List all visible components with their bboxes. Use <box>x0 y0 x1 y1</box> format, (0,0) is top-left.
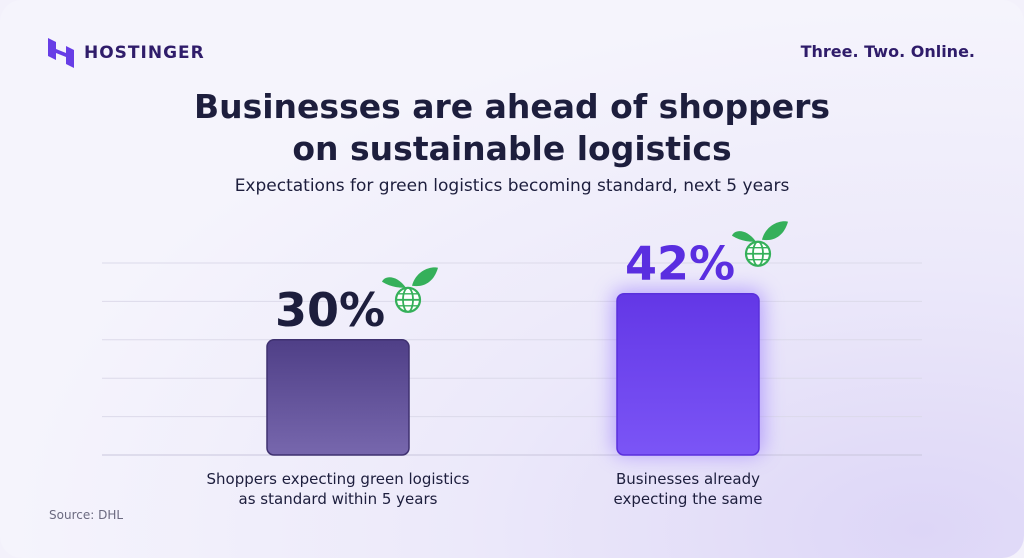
category-label: Businesses already <box>616 470 760 488</box>
source-note: Source: DHL <box>49 508 124 522</box>
brand-name: HOSTINGER <box>84 43 205 63</box>
bar <box>616 292 760 456</box>
chart-title-line-1: Businesses are ahead of shoppers <box>193 87 831 126</box>
chart-title-line-2: on sustainable logistics <box>292 129 732 168</box>
leaf-left <box>732 231 756 242</box>
brand-logo: HOSTINGER <box>48 38 205 68</box>
category-label: as standard within 5 years <box>239 490 438 508</box>
leaf-right <box>412 267 438 287</box>
chart-subtitle: Expectations for green logistics becomin… <box>234 176 790 196</box>
leaf-right <box>762 221 788 241</box>
value-label: 30% <box>275 283 385 337</box>
category-label: expecting the same <box>614 490 763 508</box>
bar <box>266 339 410 456</box>
category-label: Shoppers expecting green logistics <box>207 470 470 488</box>
brand-tagline: Three. Two. Online. <box>800 42 975 61</box>
hostinger-h-icon <box>48 38 74 68</box>
globe-leaf-icon <box>382 267 438 313</box>
value-label: 42% <box>625 237 735 291</box>
globe-leaf-icon <box>732 221 788 267</box>
chart-title: Businesses are ahead of shoppers on sust… <box>0 86 1024 170</box>
leaf-left <box>382 277 406 288</box>
